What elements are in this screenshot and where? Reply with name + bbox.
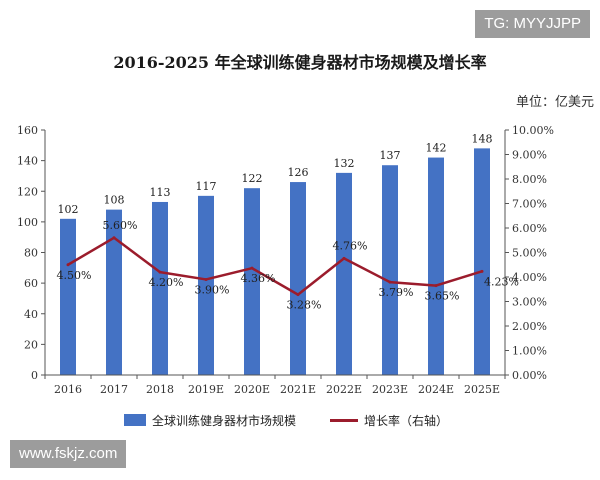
left-axis: 0 20 40 60 80 100 120 140 160 (17, 124, 46, 382)
x-tick-label: 2023E (372, 383, 408, 396)
growth-line (67, 236, 483, 296)
bar (152, 201, 168, 375)
left-tick-label: 20 (24, 338, 38, 351)
growth-point (296, 293, 300, 297)
growth-line-series: 4.50% 5.60% 4.20% 3.90% 4.36% 3.28% 4.76% 3.79%… (57, 219, 519, 312)
legend-line-label: 增长率（右轴） (364, 414, 449, 428)
right-tick-label: 9.00% (512, 149, 547, 162)
right-tick-label: 7.00% (512, 198, 547, 211)
bar (198, 195, 214, 375)
growth-point (112, 236, 116, 240)
x-tick-label: 2024E (418, 383, 454, 396)
bar-value-label: 117 (196, 180, 217, 193)
watermark-top: TG: MYYJJPP (475, 10, 590, 38)
right-tick-label: 4.00% (512, 271, 547, 284)
x-tick-label: 2020E (234, 383, 270, 396)
right-tick-label: 8.00% (512, 173, 547, 186)
growth-value-label: 5.60% (103, 219, 138, 232)
right-tick-label: 0.00% (512, 369, 547, 382)
bar (382, 165, 398, 375)
bar-value-label: 148 (472, 132, 493, 145)
growth-value-label: 3.65% (425, 290, 460, 303)
x-tick-label: 2021E (280, 383, 316, 396)
growth-point (250, 266, 254, 270)
left-tick-label: 140 (17, 155, 38, 168)
growth-point (434, 284, 438, 288)
left-tick-label: 0 (31, 369, 38, 382)
bar-value-label: 137 (380, 149, 401, 162)
right-tick-label: 3.00% (512, 296, 547, 309)
bar (474, 148, 490, 375)
bar (106, 209, 122, 375)
growth-value-label: 4.50% (57, 269, 92, 282)
bar-series: 102 108 113 117 122 126 132 137 142 148 (58, 132, 493, 375)
growth-point (204, 277, 208, 281)
legend-line-swatch (330, 419, 358, 422)
right-tick-label: 6.00% (512, 222, 547, 235)
bar-value-label: 102 (58, 203, 79, 216)
bar-value-label: 122 (242, 172, 263, 185)
bar-value-label: 113 (150, 186, 171, 199)
growth-value-label: 4.20% (149, 276, 184, 289)
bar (290, 182, 306, 375)
unit-label: 单位：亿美元 (516, 95, 594, 110)
growth-value-label: 4.76% (333, 239, 368, 252)
growth-value-label: 3.90% (195, 283, 230, 296)
growth-value-label: 4.23% (484, 275, 519, 288)
growth-value-label: 4.36% (241, 272, 276, 285)
bar-value-label: 126 (288, 166, 309, 179)
growth-value-label: 3.79% (379, 286, 414, 299)
right-tick-label: 10.00% (512, 124, 554, 137)
left-tick-label: 40 (24, 308, 38, 321)
growth-point (342, 256, 346, 260)
growth-value-label: 3.28% (287, 299, 322, 312)
right-tick-label: 1.00% (512, 345, 547, 358)
bar (336, 172, 352, 375)
x-tick-label: 2019E (188, 383, 224, 396)
left-tick-label: 80 (24, 247, 38, 260)
bar-value-label: 132 (334, 157, 355, 170)
legend-bar-swatch (124, 414, 146, 426)
watermark-bottom: www.fskjz.com (10, 440, 127, 468)
growth-point (480, 269, 484, 273)
left-tick-label: 160 (17, 124, 38, 137)
right-tick-label: 2.00% (512, 320, 547, 333)
growth-point (66, 263, 70, 267)
x-tick-label: 2016 (54, 383, 82, 396)
x-tick-label: 2025E (464, 383, 500, 396)
chart-title: 2016-2025 年全球训练健身器材市场规模及增长率 (113, 53, 486, 72)
right-axis: 0.00% 1.00% 2.00% 3.00% 4.00% 5.00% 6.00% 7.00%… (504, 124, 554, 382)
bar (428, 157, 444, 375)
legend-bar-label: 全球训练健身器材市场规模 (152, 414, 297, 428)
right-tick-label: 5.00% (512, 247, 547, 260)
bar-value-label: 108 (104, 194, 125, 207)
left-tick-label: 120 (17, 185, 38, 198)
bar (60, 218, 76, 375)
bar (244, 188, 260, 375)
x-tick-label: 2017 (100, 383, 128, 396)
left-tick-label: 100 (17, 216, 38, 229)
left-tick-label: 60 (24, 277, 38, 290)
x-tick-label: 2022E (326, 383, 362, 396)
x-tick-label: 2018 (146, 383, 174, 396)
growth-point (388, 280, 392, 284)
growth-point (158, 270, 162, 274)
bar-value-label: 142 (426, 142, 447, 155)
x-axis: 2016 2017 2018 2019E 2020E 2021E 2022E 2023E 202… (44, 374, 506, 396)
